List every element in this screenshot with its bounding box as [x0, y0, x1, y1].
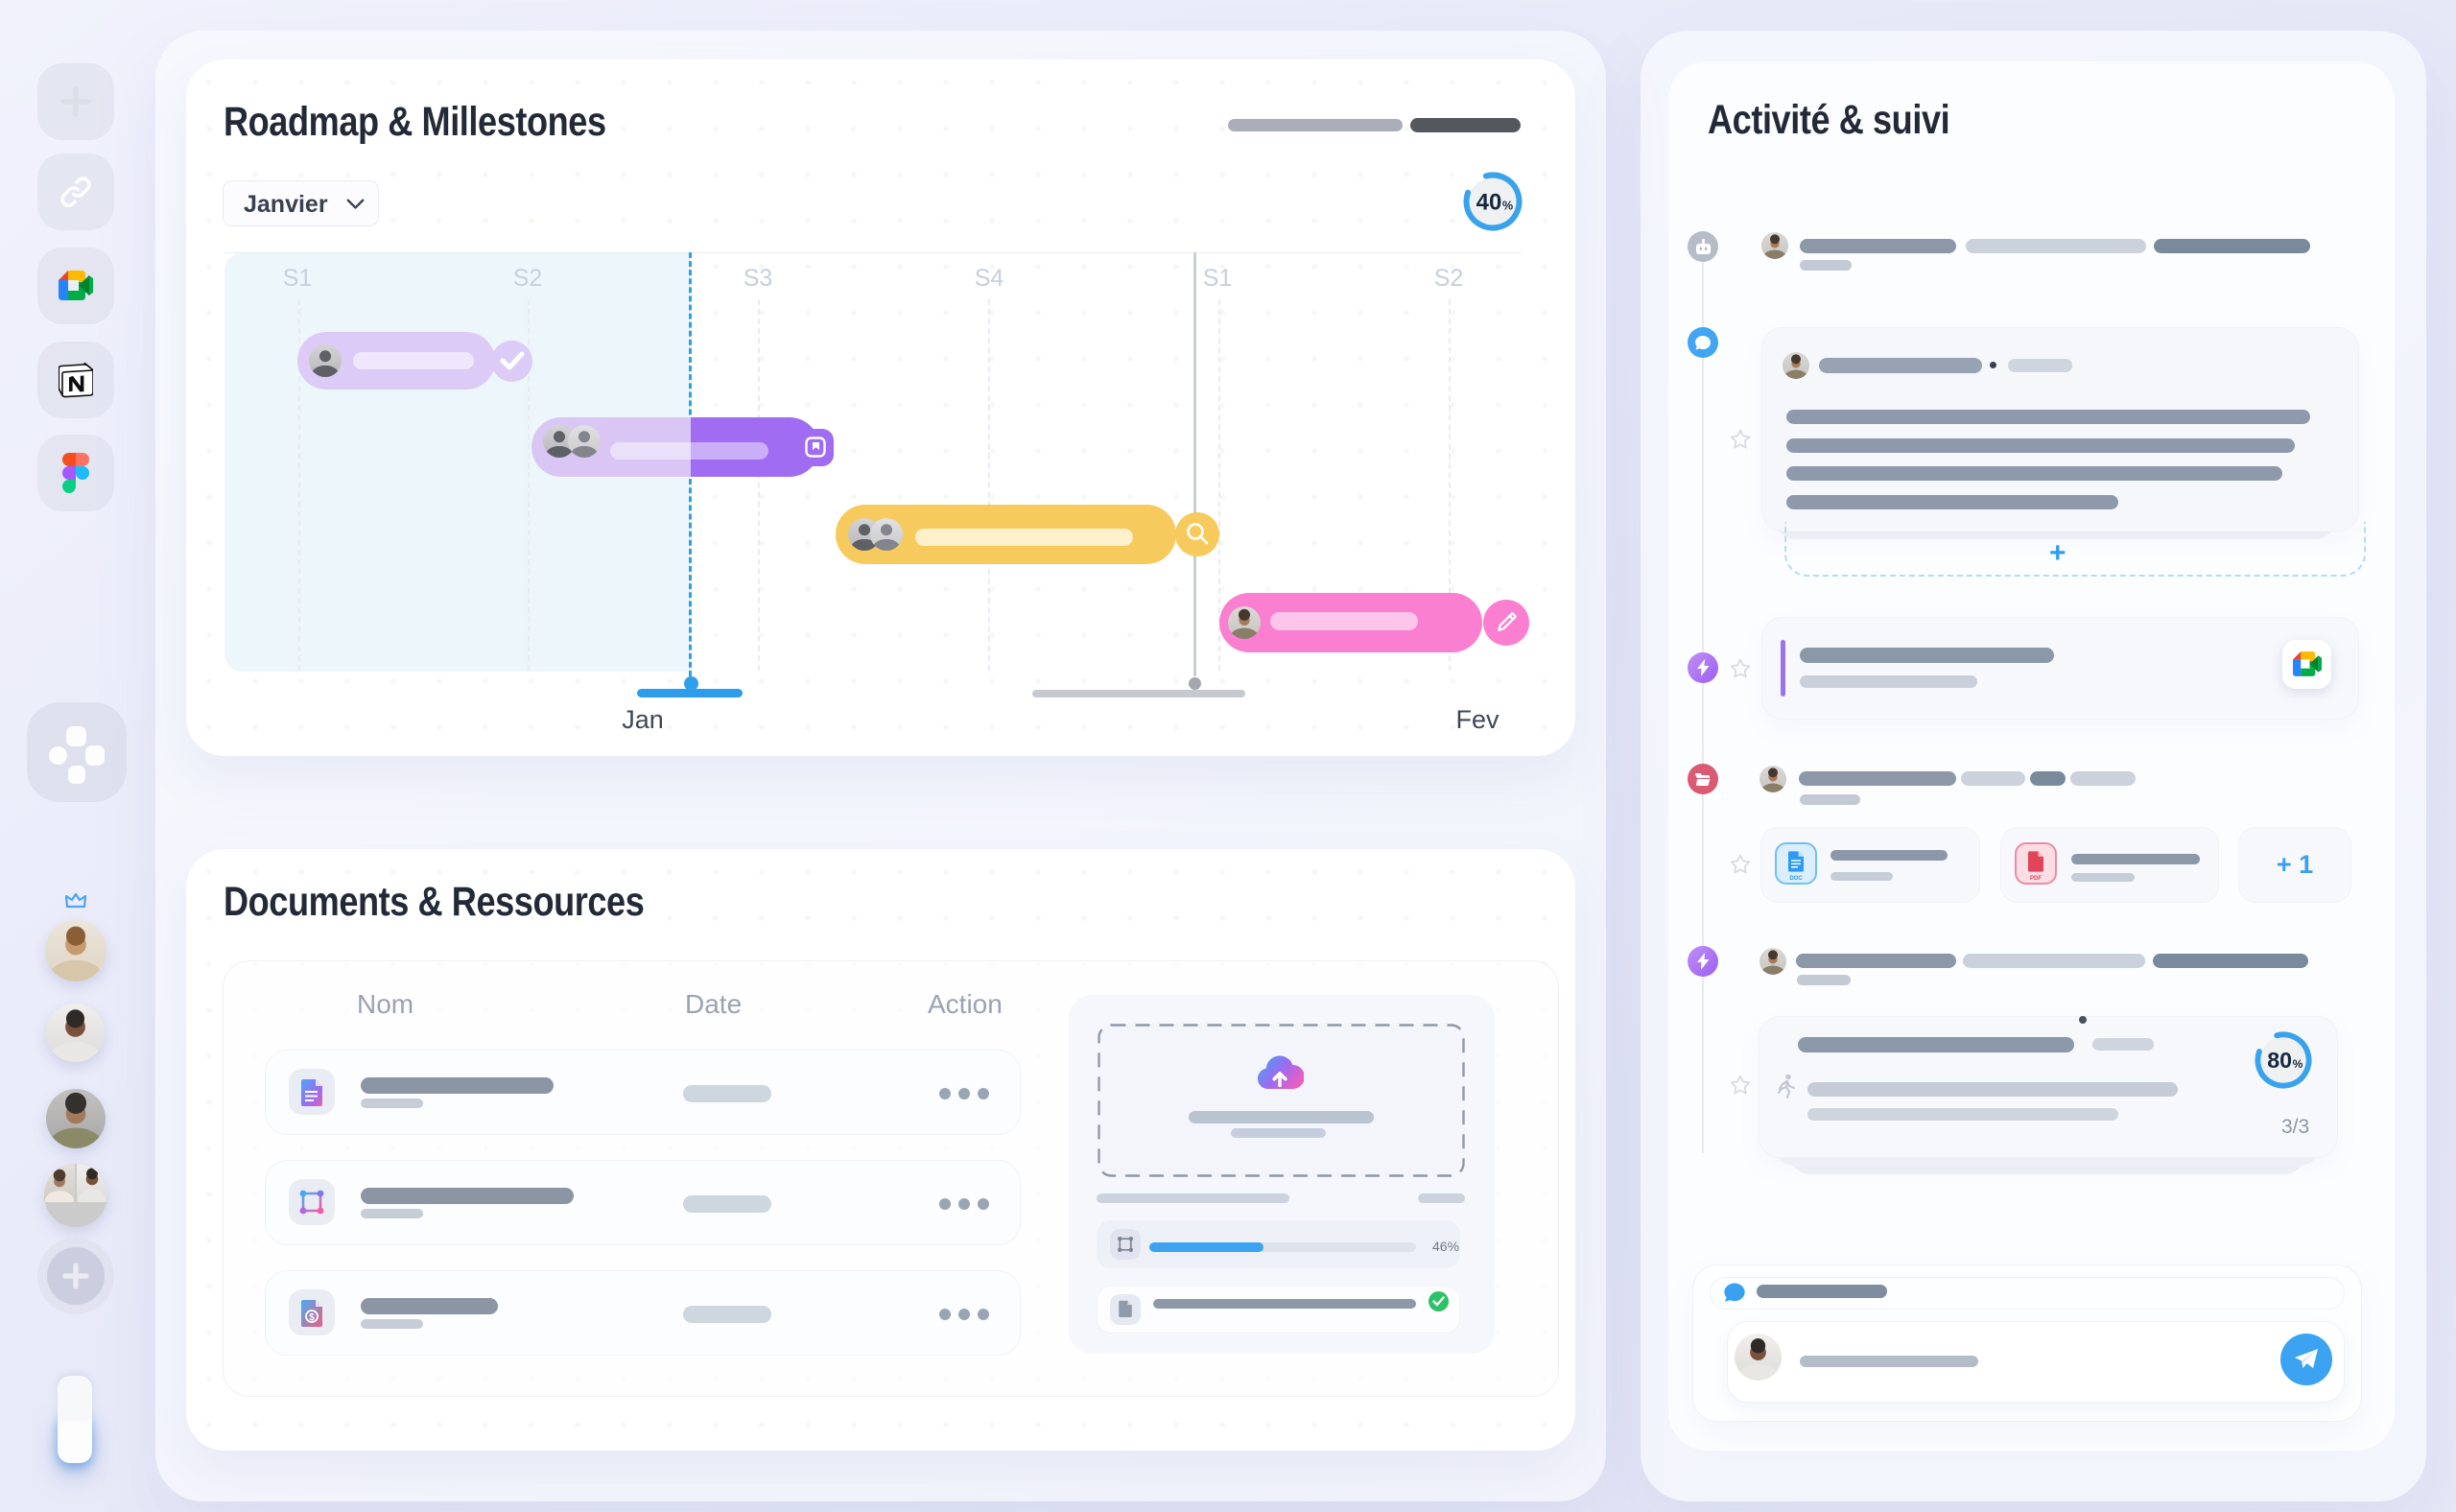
svg-text:80: 80: [2267, 1048, 2292, 1073]
svg-text:40: 40: [1476, 190, 1502, 216]
svg-text:%: %: [1502, 200, 1513, 213]
svg-text:$: $: [309, 1312, 315, 1323]
svg-text:%: %: [2293, 1057, 2303, 1071]
